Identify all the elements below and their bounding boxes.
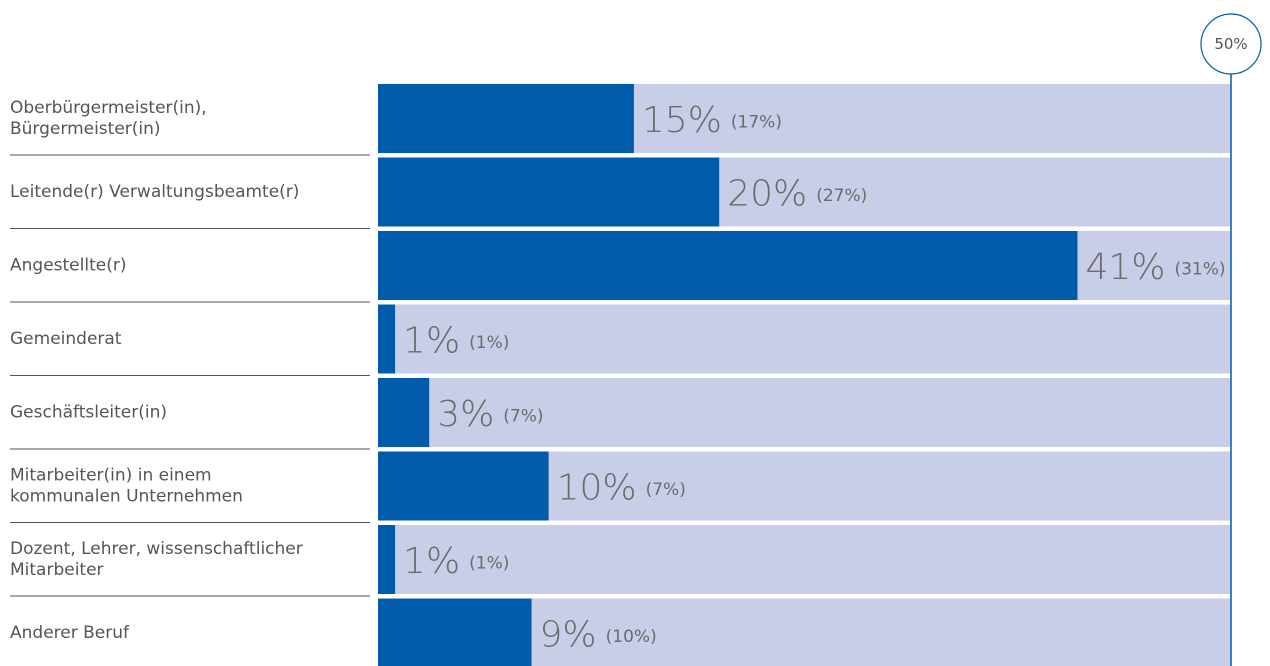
- category-labels: Oberbürgermeister(in), Bürgermeister(in) L…: [10, 98, 303, 643]
- bar-4: [378, 378, 430, 447]
- bar-7: [378, 598, 532, 666]
- value-label-7: 9%: [540, 615, 597, 656]
- value-labels: 15% (17%) 20% (27%) 41% (31%) 1% (1%) 3% (7%) 10% (…: [403, 100, 1225, 656]
- max-marker-label: 50%: [1214, 35, 1247, 53]
- bar-2: [378, 231, 1078, 300]
- bar-track-4: [378, 378, 1231, 447]
- previous-value-label-6: (1%): [469, 554, 509, 574]
- bar-0: [378, 84, 634, 153]
- bar-track-6: [378, 525, 1231, 594]
- value-label-3: 1%: [403, 321, 460, 362]
- previous-value-label-3: (1%): [469, 333, 509, 353]
- category-label-1: Leitende(r) Verwaltungsbeamte(r): [10, 182, 299, 202]
- previous-value-label-7: (10%): [606, 627, 657, 647]
- value-label-4: 3%: [437, 394, 494, 435]
- value-label-1: 20%: [727, 174, 807, 215]
- max-marker-circle: [1200, 13, 1262, 75]
- value-label-5: 10%: [557, 468, 637, 509]
- category-label-4: Geschäftsleiter(in): [10, 403, 167, 423]
- category-label-7: Anderer Beruf: [10, 623, 130, 643]
- category-label-5: Mitarbeiter(in) in einem kommunalen Unter…: [10, 466, 243, 507]
- category-label-6: Dozent, Lehrer, wissenschaftlicher Mitarb…: [10, 539, 303, 580]
- previous-value-label-5: (7%): [646, 480, 686, 500]
- category-label-line: Angestellte(r): [10, 256, 126, 276]
- value-label-2: 41%: [1085, 247, 1165, 288]
- bar-5: [378, 451, 549, 521]
- category-label-line: Leitende(r) Verwaltungsbeamte(r): [10, 182, 299, 202]
- category-label-line: Oberbürgermeister(in),: [10, 98, 207, 118]
- category-label-line: Geschäftsleiter(in): [10, 403, 167, 423]
- bar-track-3: [378, 304, 1231, 374]
- bar-6: [378, 525, 396, 594]
- category-label-line: Mitarbeiter: [10, 560, 104, 580]
- category-label-line: Gemeinderat: [10, 329, 122, 349]
- bar-3: [378, 304, 396, 374]
- previous-value-label-1: (27%): [816, 186, 867, 206]
- category-label-line: kommunalen Unternehmen: [10, 487, 243, 507]
- row-separators: [10, 154, 370, 597]
- previous-value-label-2: (31%): [1174, 260, 1225, 280]
- bars: [378, 84, 1078, 666]
- category-label-0: Oberbürgermeister(in), Bürgermeister(in): [10, 98, 207, 139]
- bar-1: [378, 157, 720, 227]
- previous-value-label-4: (7%): [503, 407, 543, 427]
- previous-value-label-0: (17%): [731, 113, 782, 133]
- category-label-line: Dozent, Lehrer, wissenschaftlicher: [10, 539, 303, 559]
- value-label-0: 15%: [642, 100, 722, 141]
- value-label-6: 1%: [403, 541, 460, 582]
- category-label-line: Anderer Beruf: [10, 623, 130, 643]
- category-label-3: Gemeinderat: [10, 329, 122, 349]
- category-label-line: Bürgermeister(in): [10, 119, 161, 139]
- category-label-line: Mitarbeiter(in) in einem: [10, 466, 212, 486]
- category-label-2: Angestellte(r): [10, 256, 126, 276]
